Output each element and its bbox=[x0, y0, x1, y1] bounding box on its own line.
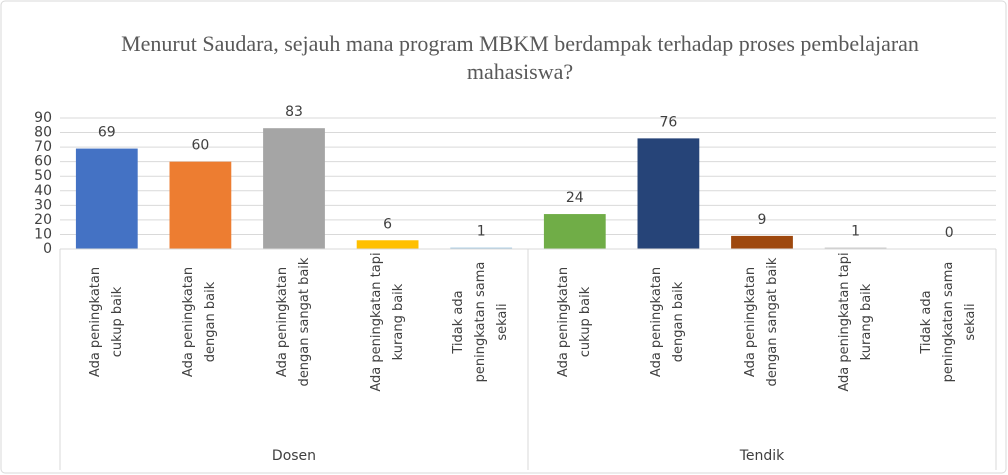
group-label: Tendik bbox=[739, 448, 785, 464]
bar bbox=[543, 214, 606, 249]
data-label: 76 bbox=[659, 114, 677, 130]
x-tick-label: Ada peningkatan cukup baik bbox=[87, 266, 125, 378]
y-tick-label: 80 bbox=[34, 125, 52, 141]
y-tick-label: 0 bbox=[43, 241, 52, 257]
data-label: 1 bbox=[851, 224, 860, 240]
x-tick-label: Tidak ada peningkatan sama sekali bbox=[919, 261, 979, 383]
data-label: 1 bbox=[477, 224, 486, 240]
x-tick-label: Ada peningkatan dengan baik bbox=[181, 266, 219, 378]
x-tick-label: Tidak ada peningkatan sama sekali bbox=[451, 261, 511, 383]
bar bbox=[75, 148, 138, 249]
y-tick-label: 10 bbox=[34, 226, 52, 242]
x-tick-label: Ada peningkatan dengan sangat baik bbox=[743, 257, 780, 387]
data-label: 83 bbox=[285, 104, 303, 120]
y-tick-label: 70 bbox=[34, 139, 52, 155]
data-label: 69 bbox=[98, 125, 116, 141]
y-tick-label: 20 bbox=[34, 212, 52, 228]
x-tick-label: Ada peningkatan dengan sangat baik bbox=[275, 257, 312, 387]
x-tick-label: Ada peningkatan tapi kurang baik bbox=[836, 252, 874, 392]
bar bbox=[169, 161, 232, 249]
bar bbox=[731, 235, 793, 249]
x-tick-label: Ada peningkatan dengan baik bbox=[649, 266, 687, 378]
data-label: 60 bbox=[191, 138, 209, 154]
x-tick-label: Ada peningkatan tapi kurang baik bbox=[368, 252, 406, 392]
data-label: 0 bbox=[945, 225, 954, 241]
chart-title: Menurut Saudara, sejauh mana program MBK… bbox=[121, 31, 919, 84]
group-label: Dosen bbox=[272, 448, 316, 464]
data-label: 6 bbox=[383, 216, 392, 232]
y-tick-label: 50 bbox=[34, 168, 52, 184]
bar bbox=[356, 240, 419, 249]
bar bbox=[263, 128, 325, 249]
y-tick-label: 40 bbox=[34, 183, 52, 199]
bar bbox=[824, 247, 887, 249]
data-label: 24 bbox=[566, 190, 584, 206]
bar bbox=[637, 138, 700, 249]
y-tick-label: 90 bbox=[34, 110, 52, 126]
bar bbox=[450, 247, 513, 249]
data-label: 9 bbox=[758, 212, 767, 228]
y-tick-label: 30 bbox=[34, 197, 52, 213]
x-tick-label: Ada peningkatan cukup baik bbox=[555, 266, 593, 378]
y-tick-label: 60 bbox=[34, 154, 52, 170]
